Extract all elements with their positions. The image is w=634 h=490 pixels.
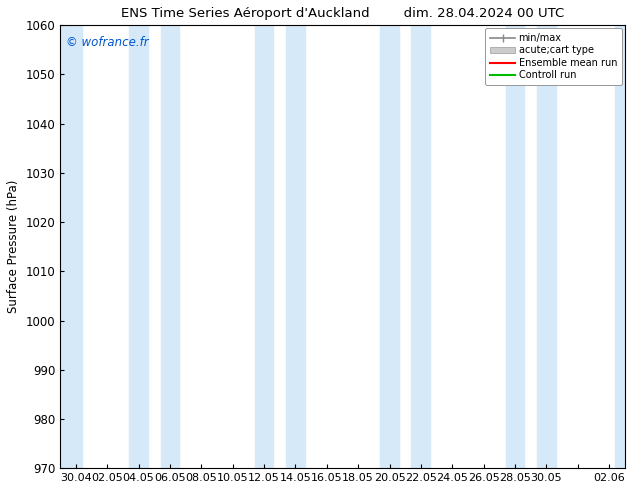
Legend: min/max, acute;cart type, Ensemble mean run, Controll run: min/max, acute;cart type, Ensemble mean … [486, 28, 622, 85]
Bar [616, 25, 631, 468]
Bar [60, 25, 82, 468]
Bar [505, 25, 524, 468]
Title: ENS Time Series Aéroport d'Auckland        dim. 28.04.2024 00 UTC: ENS Time Series Aéroport d'Auckland dim.… [121, 7, 564, 20]
Bar [160, 25, 179, 468]
Text: © wofrance.fr: © wofrance.fr [66, 36, 148, 49]
Bar [537, 25, 556, 468]
Bar [286, 25, 305, 468]
Bar [380, 25, 399, 468]
Bar [129, 25, 148, 468]
Y-axis label: Surface Pressure (hPa): Surface Pressure (hPa) [7, 180, 20, 314]
Bar [255, 25, 273, 468]
Bar [411, 25, 430, 468]
